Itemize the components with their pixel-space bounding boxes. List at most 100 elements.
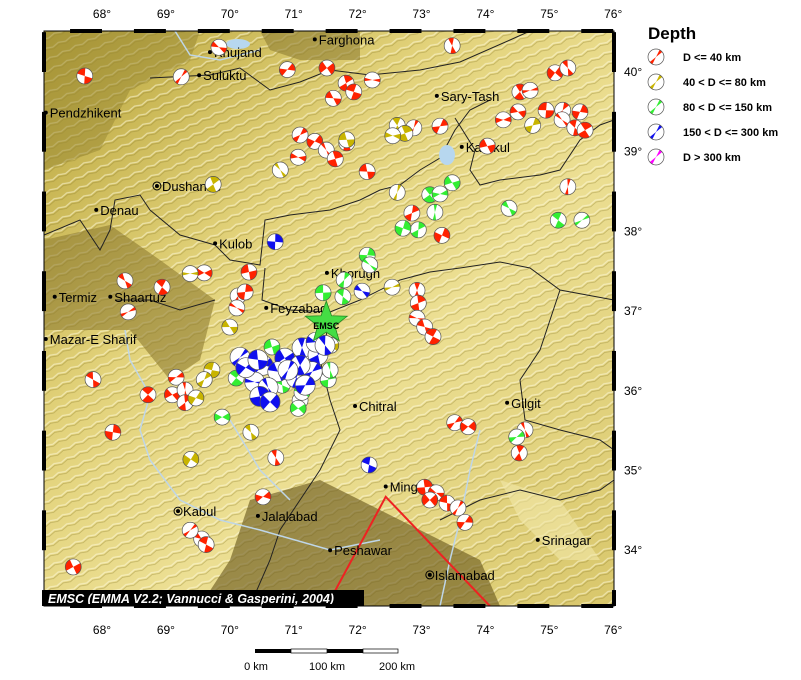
earthquake-mechanism-d40[interactable]	[236, 283, 254, 301]
earthquake-mechanism-d40[interactable]	[509, 103, 527, 121]
earthquake-mechanism-d80[interactable]	[388, 183, 406, 201]
city-gilgit[interactable]: Gilgit	[505, 396, 541, 411]
earthquake-mechanism-d150[interactable]	[289, 399, 307, 417]
earthquake-mechanism-d150[interactable]	[549, 211, 567, 229]
earthquake-mechanism-d40[interactable]	[76, 67, 94, 85]
earthquake-mechanism-d80[interactable]	[181, 265, 199, 282]
city-mazar-e-sharif[interactable]: Mazar-E Sharif	[44, 332, 137, 347]
earthquake-mechanism-d40[interactable]	[459, 418, 477, 436]
earthquake-mechanism-d300[interactable]	[314, 335, 336, 356]
earthquake-mechanism-d40[interactable]	[64, 558, 82, 576]
earthquake-mechanism-d40[interactable]	[210, 38, 228, 56]
earthquake-mechanism-d40[interactable]	[278, 61, 296, 78]
city-islamabad[interactable]: Islamabad	[425, 568, 495, 583]
earthquake-mechanism-d40[interactable]	[510, 444, 528, 462]
earthquake-mechanism-d40[interactable]	[119, 303, 137, 321]
city-sary-tash[interactable]: Sary-Tash	[434, 89, 500, 104]
earthquake-mechanism-d300[interactable]	[266, 233, 284, 251]
city-feyzabad[interactable]: Feyzabad	[264, 301, 327, 316]
earthquake-mechanism-d40[interactable]	[291, 126, 309, 144]
earthquake-mechanism-d40[interactable]	[421, 491, 439, 509]
earthquake-mechanism-d150[interactable]	[431, 185, 449, 203]
earthquake-mechanism-d40[interactable]	[408, 282, 426, 299]
city-farghona[interactable]: Farghona	[312, 32, 375, 47]
earthquake-mechanism-d40[interactable]	[240, 263, 258, 281]
earthquake-mechanism-d150[interactable]	[409, 221, 427, 239]
earthquake-mechanism-d80[interactable]	[338, 131, 356, 149]
earthquake-mechanism-d40[interactable]	[167, 368, 185, 386]
city-termiz[interactable]: Termiz	[52, 290, 97, 305]
earthquake-mechanism-d40[interactable]	[153, 278, 171, 296]
earthquake-mechanism-d150[interactable]	[213, 408, 231, 426]
earthquake-mechanism-d300[interactable]	[294, 374, 316, 396]
earthquake-mechanism-d40[interactable]	[254, 488, 272, 506]
earthquake-mechanism-d40[interactable]	[163, 386, 181, 404]
earthquake-mechanism-d150[interactable]	[263, 338, 281, 356]
earthquake-mechanism-d40[interactable]	[345, 83, 363, 101]
earthquake-mechanism-d40[interactable]	[318, 59, 336, 77]
earthquake-mechanism-d40[interactable]	[571, 103, 589, 121]
city-pendzhikent[interactable]: Pendzhikent	[44, 106, 122, 121]
city-denau[interactable]: Denau	[94, 203, 139, 218]
city-srinagar[interactable]: Srinagar	[535, 533, 592, 548]
earthquake-mechanism-d80[interactable]	[271, 161, 289, 179]
earthquake-mechanism-d40[interactable]	[443, 37, 461, 55]
earthquake-mechanism-d150[interactable]	[335, 271, 353, 289]
earthquake-mechanism-d150[interactable]	[334, 288, 352, 306]
earthquake-mechanism-d80[interactable]	[383, 278, 401, 296]
earthquake-mechanism-d80[interactable]	[182, 450, 200, 468]
earthquake-mechanism-d40[interactable]	[172, 68, 190, 86]
earthquake-mechanism-d150[interactable]	[443, 174, 461, 192]
earthquake-mechanism-d150[interactable]	[314, 284, 332, 302]
earthquake-mechanism-d40[interactable]	[456, 513, 474, 531]
earthquake-mechanism-d40[interactable]	[553, 111, 571, 129]
earthquake-mechanism-d40[interactable]	[181, 521, 199, 539]
city-jalalabad[interactable]: Jalalabad	[255, 509, 318, 524]
earthquake-mechanism-d40[interactable]	[104, 423, 122, 441]
earthquake-mechanism-d40[interactable]	[537, 101, 555, 119]
earthquake-mechanism-d300[interactable]	[360, 456, 378, 474]
earthquake-mechanism-d40[interactable]	[324, 89, 342, 107]
earthquake-mechanism-d40[interactable]	[446, 414, 464, 432]
earthquake-mechanism-d40[interactable]	[449, 499, 467, 517]
earthquake-mechanism-d40[interactable]	[84, 371, 102, 388]
city-suluktu[interactable]: Suluktu	[197, 68, 247, 83]
earthquake-mechanism-d40[interactable]	[576, 121, 594, 139]
earthquake-mechanism-d80[interactable]	[221, 318, 239, 336]
city-peshawar[interactable]: Peshawar	[328, 543, 393, 558]
earthquake-mechanism-d80[interactable]	[242, 423, 260, 441]
earthquake-mechanism-d40[interactable]	[289, 148, 307, 166]
earthquake-mechanism-d300[interactable]	[247, 349, 269, 371]
earthquake-mechanism-d40[interactable]	[197, 536, 215, 553]
earthquake-mechanism-d40[interactable]	[559, 59, 577, 77]
earthquake-mechanism-d40[interactable]	[363, 71, 381, 89]
earthquake-mechanism-d80[interactable]	[187, 389, 205, 407]
earthquake-mechanism-d40[interactable]	[438, 494, 456, 512]
earthquake-mechanism-d40[interactable]	[228, 299, 246, 317]
earthquake-mechanism-d150[interactable]	[394, 219, 412, 237]
city-shaartuz[interactable]: Shaartuz	[108, 290, 166, 305]
earthquake-mechanism-d40[interactable]	[478, 137, 496, 155]
earthquake-mechanism-d80[interactable]	[384, 127, 402, 145]
earthquake-mechanism-d150[interactable]	[426, 203, 444, 221]
earthquake-mechanism-d40[interactable]	[116, 272, 134, 290]
earthquake-mechanism-d150[interactable]	[508, 428, 526, 446]
earthquake-mechanism-d150[interactable]	[573, 211, 591, 229]
earthquake-mechanism-d300[interactable]	[353, 282, 371, 300]
earthquake-mechanism-d40[interactable]	[494, 111, 512, 129]
earthquake-mechanism-d40[interactable]	[267, 449, 285, 467]
earthquake-mechanism-d40[interactable]	[326, 150, 344, 168]
city-kabul[interactable]: Kabul	[173, 504, 216, 519]
earthquake-mechanism-d150[interactable]	[321, 361, 339, 379]
earthquake-mechanism-d300[interactable]	[277, 359, 299, 381]
earthquake-mechanism-d40[interactable]	[403, 204, 421, 222]
earthquake-mechanism-d40[interactable]	[559, 178, 577, 196]
earthquake-mechanism-d40[interactable]	[358, 163, 376, 180]
earthquake-mechanism-d150[interactable]	[500, 199, 518, 217]
earthquake-mechanism-d40[interactable]	[139, 386, 157, 404]
earthquake-mechanism-d40[interactable]	[521, 81, 539, 99]
earthquake-mechanism-d300[interactable]	[259, 391, 281, 413]
earthquake-mechanism-d40[interactable]	[424, 328, 442, 345]
earthquake-mechanism-d40[interactable]	[195, 264, 213, 282]
earthquake-mechanism-d80[interactable]	[195, 371, 213, 388]
